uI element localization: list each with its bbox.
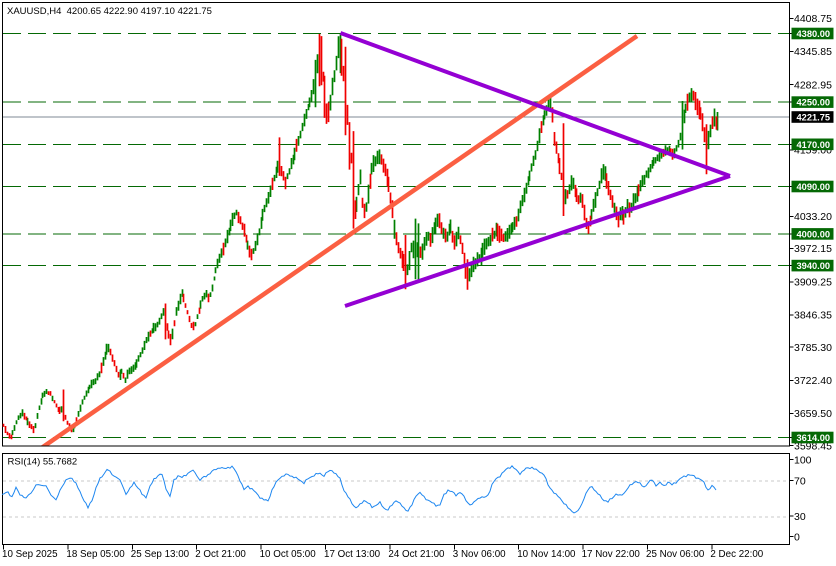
svg-text:10 Nov 14:00: 10 Nov 14:00 <box>517 549 576 560</box>
svg-text:4282.95: 4282.95 <box>794 79 832 91</box>
svg-text:2 Oct 21:00: 2 Oct 21:00 <box>195 549 246 560</box>
svg-text:17 Nov 22:00: 17 Nov 22:00 <box>582 549 641 560</box>
svg-text:25 Nov 06:00: 25 Nov 06:00 <box>646 549 705 560</box>
svg-text:4250.00: 4250.00 <box>797 98 831 108</box>
svg-text:4033.20: 4033.20 <box>794 211 832 223</box>
svg-text:3972.15: 3972.15 <box>794 243 832 255</box>
svg-text:3940.00: 3940.00 <box>797 261 831 271</box>
svg-text:4345.85: 4345.85 <box>794 46 832 58</box>
svg-text:4090.00: 4090.00 <box>797 182 831 192</box>
svg-text:18 Sep 05:00: 18 Sep 05:00 <box>66 549 125 560</box>
svg-text:XAUUSD,H4 4200.65 4222.90 419: XAUUSD,H4 4200.65 4222.90 4197.10 4221.7… <box>7 6 212 17</box>
svg-text:RSI(14) 55.7682: RSI(14) 55.7682 <box>8 457 78 468</box>
svg-text:25 Sep 13:00: 25 Sep 13:00 <box>131 549 190 560</box>
svg-text:100: 100 <box>794 455 812 467</box>
svg-text:70: 70 <box>794 476 806 488</box>
svg-text:30: 30 <box>794 511 806 523</box>
svg-text:3614.00: 3614.00 <box>797 433 831 443</box>
svg-text:4000.00: 4000.00 <box>797 229 831 239</box>
svg-text:3785.30: 3785.30 <box>794 342 832 354</box>
svg-text:3 Nov 06:00: 3 Nov 06:00 <box>453 549 506 560</box>
svg-text:4380.00: 4380.00 <box>797 29 831 39</box>
svg-text:3722.40: 3722.40 <box>794 375 832 387</box>
svg-text:0: 0 <box>794 532 800 544</box>
svg-text:3846.35: 3846.35 <box>794 310 832 322</box>
svg-text:10 Sep 2025: 10 Sep 2025 <box>2 549 58 560</box>
svg-text:4408.75: 4408.75 <box>794 13 832 25</box>
svg-text:10 Oct 05:00: 10 Oct 05:00 <box>260 549 317 560</box>
svg-text:3659.50: 3659.50 <box>794 408 832 420</box>
svg-text:3909.25: 3909.25 <box>794 276 832 288</box>
svg-text:17 Oct 13:00: 17 Oct 13:00 <box>324 549 381 560</box>
svg-text:24 Oct 21:00: 24 Oct 21:00 <box>388 549 445 560</box>
svg-text:4221.75: 4221.75 <box>797 113 831 123</box>
svg-text:4170.00: 4170.00 <box>797 140 831 150</box>
svg-text:2 Dec 22:00: 2 Dec 22:00 <box>710 549 763 560</box>
